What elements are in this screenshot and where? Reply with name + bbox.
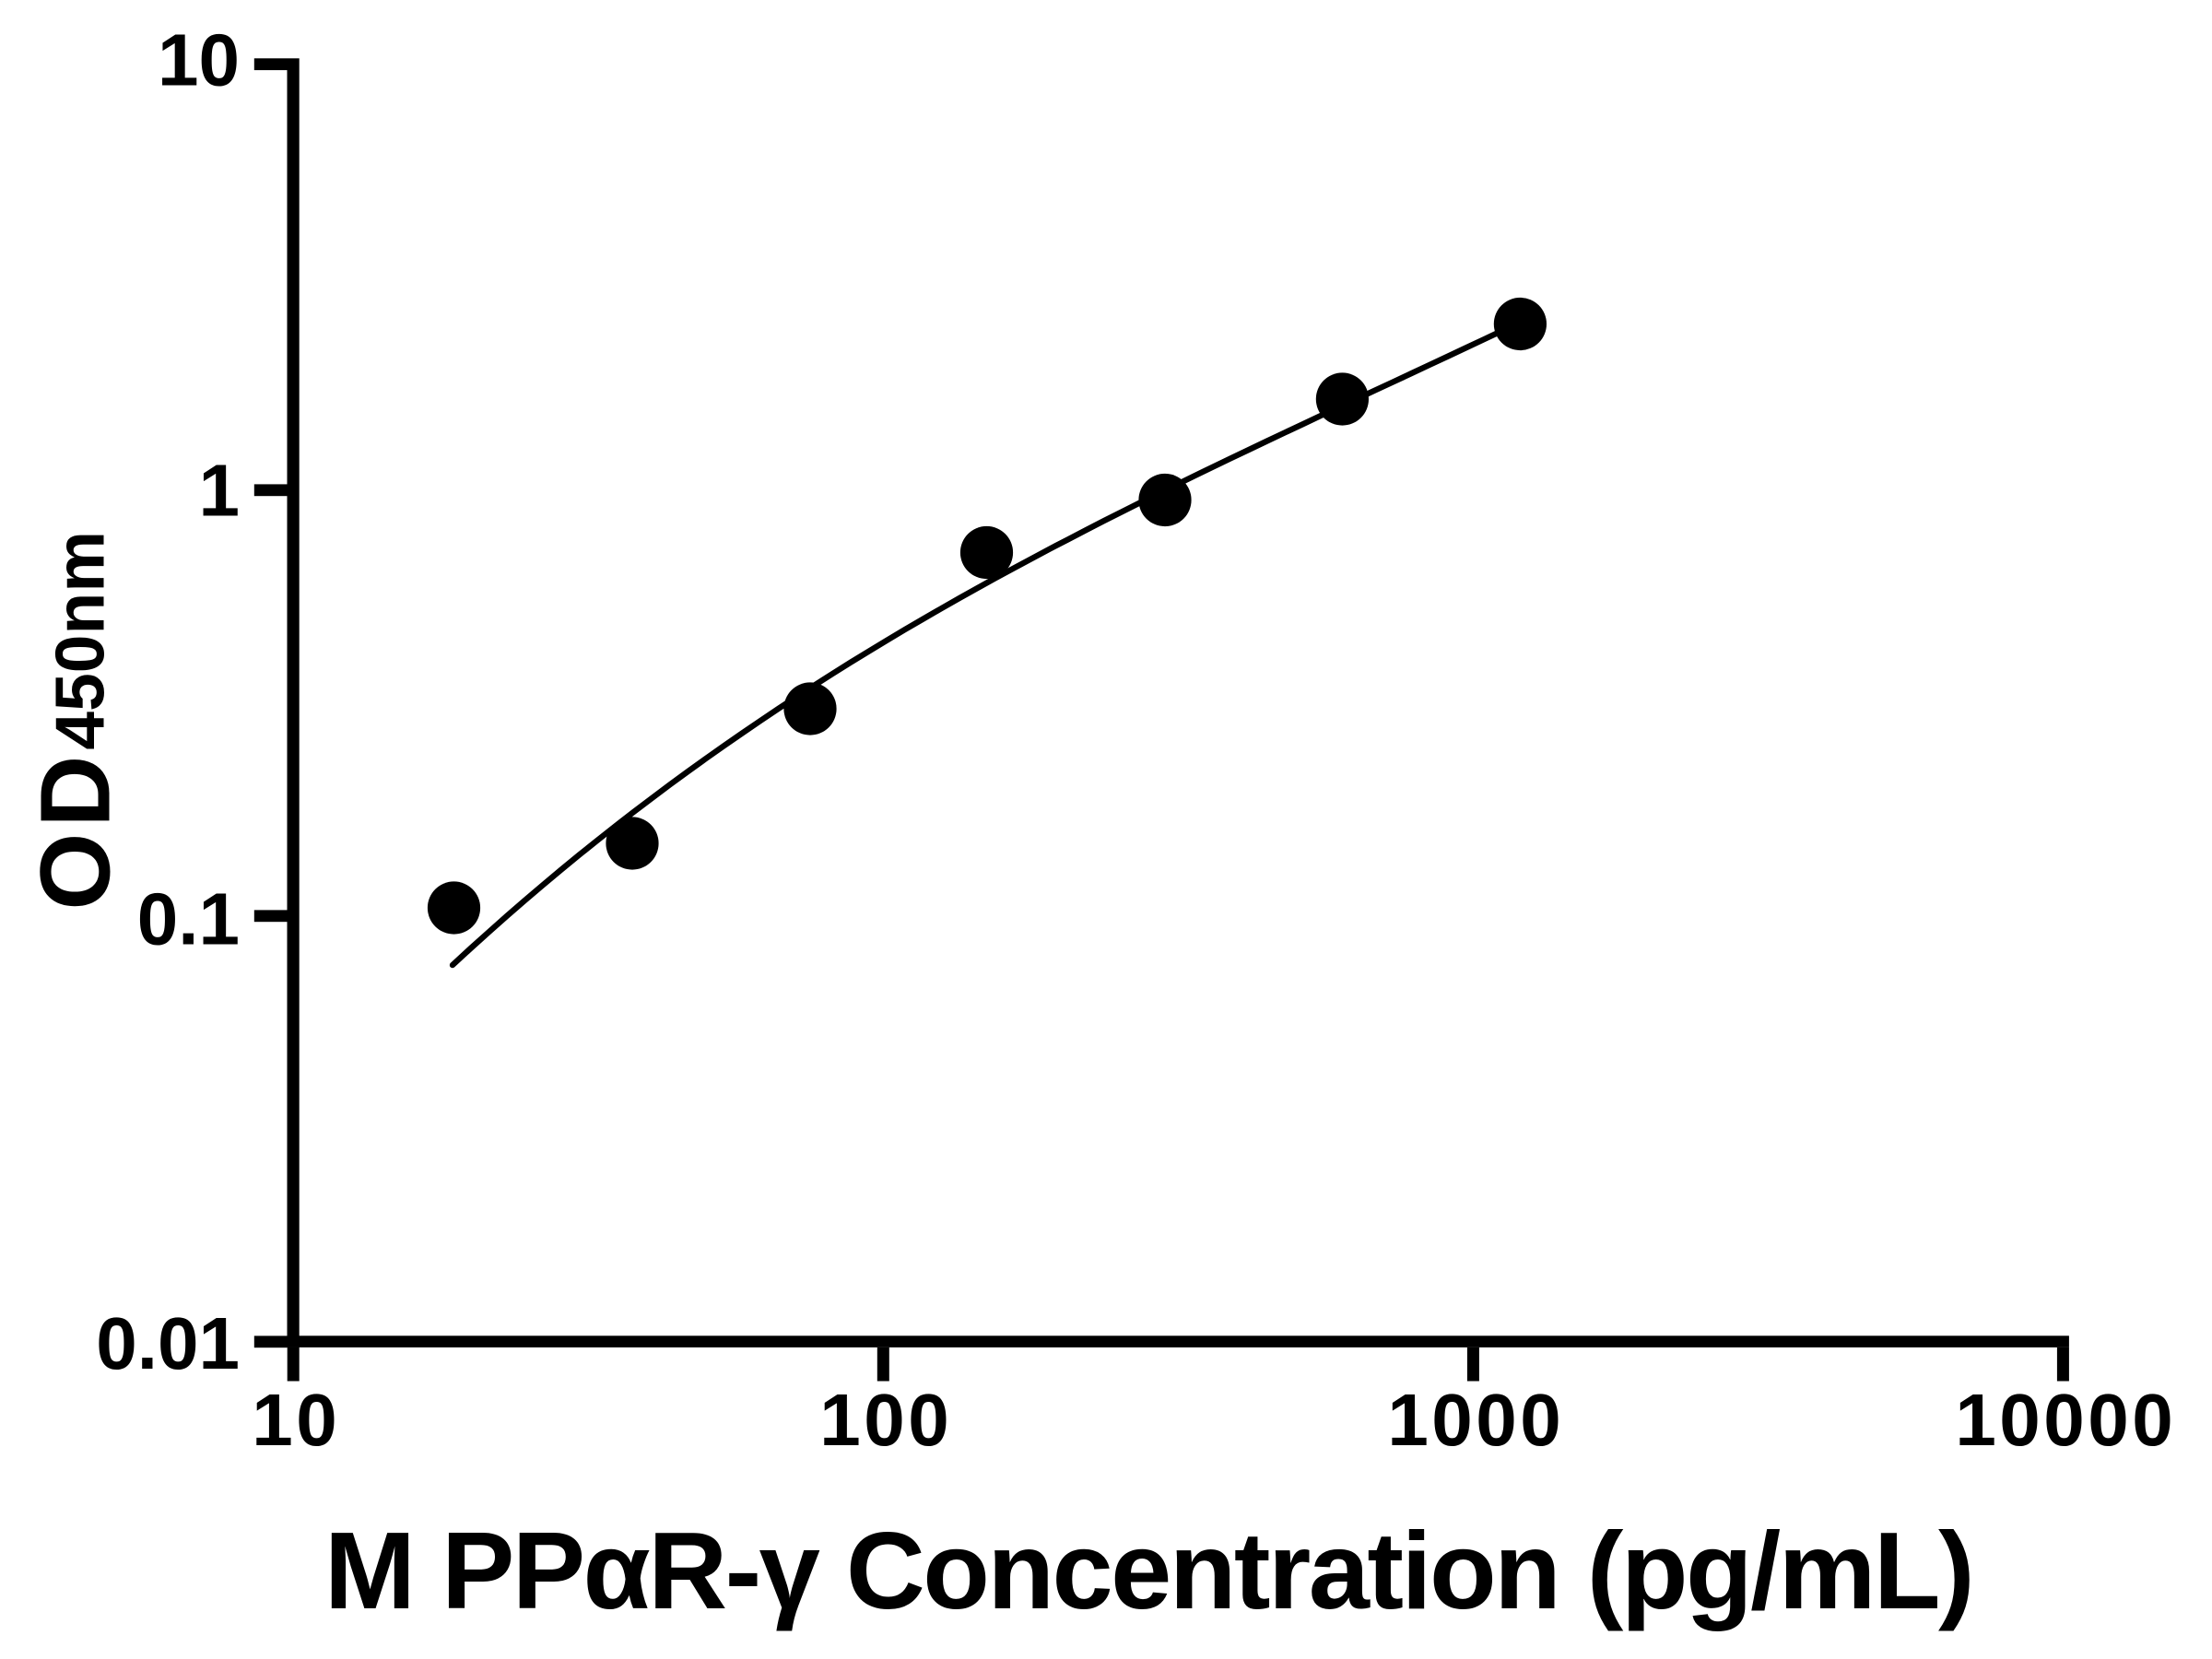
svg-text:10000: 10000 <box>1955 1379 2176 1461</box>
svg-text:10: 10 <box>252 1379 340 1461</box>
svg-text:1000: 1000 <box>1387 1379 1564 1461</box>
svg-text:10: 10 <box>158 19 240 101</box>
svg-text:0.1: 0.1 <box>137 878 240 960</box>
svg-text:1: 1 <box>199 450 241 532</box>
svg-text:OD450nm: OD450nm <box>19 531 131 911</box>
svg-text:0.01: 0.01 <box>96 1302 240 1384</box>
svg-text:M PPαR-γ Concentration (pg/mL): M PPαR-γ Concentration (pg/mL) <box>324 1510 1972 1632</box>
svg-text:100: 100 <box>819 1379 952 1461</box>
